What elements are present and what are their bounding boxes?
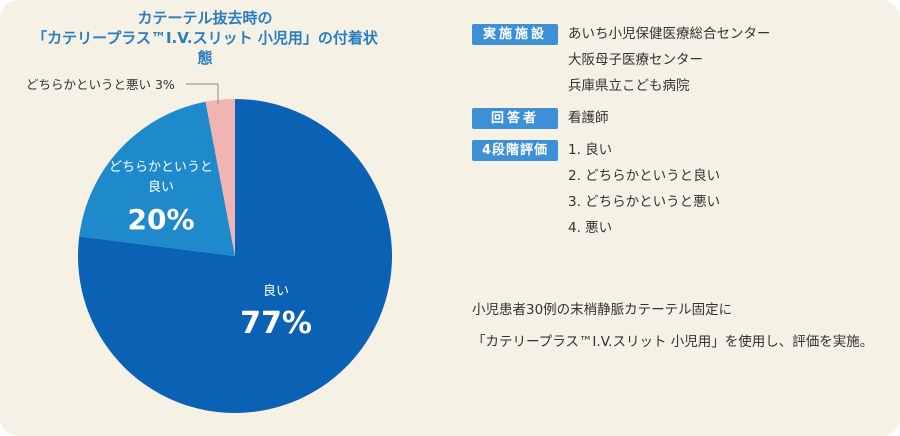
note-line-2: 「カテリープラス™I.V.スリット 小児用」を使用し、評価を実施。 [472,334,874,350]
info-row-respondent: 回答者 看護師 [472,108,892,134]
percent-good: 77% [240,306,312,341]
scale-item: 4. 悪い [568,220,613,236]
scale-item: 3. どちらかというと悪い [568,194,721,210]
respondent-badge: 回答者 [472,108,558,129]
note-line-1: 小児患者30例の末梢静脈カテーテル固定に [472,302,733,318]
info-row-scale: 4段階評価 1. 良い 2. どちらかというと良い 3. どちらかというと悪い … [472,140,892,244]
facility-item: 大阪母子医療センター [568,52,703,68]
percent-fairly-good: 20% [127,203,194,236]
label-fairly-bad: どちらかというと悪い 3% [26,77,175,92]
label-good: 良い [263,283,289,299]
chart-title-line-1: カテーテル抜去時の [137,9,273,27]
study-info: 実施施設 あいち小児保健医療総合センター 大阪母子医療センター 兵庫県立こども病… [472,24,892,250]
pie-slice-good [78,99,393,413]
scale-badge: 4段階評価 [472,140,558,161]
facility-item: あいち小児保健医療総合センター [568,26,771,42]
respondent-value: 看護師 [568,110,609,126]
scale-item: 1. 良い [568,142,613,158]
facility-item: 兵庫県立こども病院 [568,78,690,94]
respondent-value-wrap: 看護師 [568,108,609,134]
label-fairly-good-line-1: どちらかというと [109,160,213,175]
label-fairly-good-line-2: 良い [148,179,174,195]
scale-list: 1. 良い 2. どちらかというと良い 3. どちらかというと悪い 4. 悪い [568,140,720,244]
chart-title-line-2: 「カテリープラス™I.V.スリット 小児用」の付着状態 [32,29,378,67]
pie-slice-fairly-bad [205,98,235,256]
scale-item: 2. どちらかというと良い [568,168,721,184]
info-row-facility: 実施施設 あいち小児保健医療総合センター 大阪母子医療センター 兵庫県立こども病… [472,24,892,102]
facility-list: あいち小児保健医療総合センター 大阪母子医療センター 兵庫県立こども病院 [568,24,771,102]
facility-badge: 実施施設 [472,24,558,45]
pie-chart: どちらかというと悪い 3% どちらかというと 良い 20% 良い 77% [26,77,393,413]
pie-slice-fairly-good [79,101,236,256]
chart-title: カテーテル抜去時の 「カテリープラス™I.V.スリット 小児用」の付着状態 [30,8,380,68]
study-note: 小児患者30例の末梢静脈カテーテル固定に 「カテリープラス™I.V.スリット 小… [472,294,892,358]
